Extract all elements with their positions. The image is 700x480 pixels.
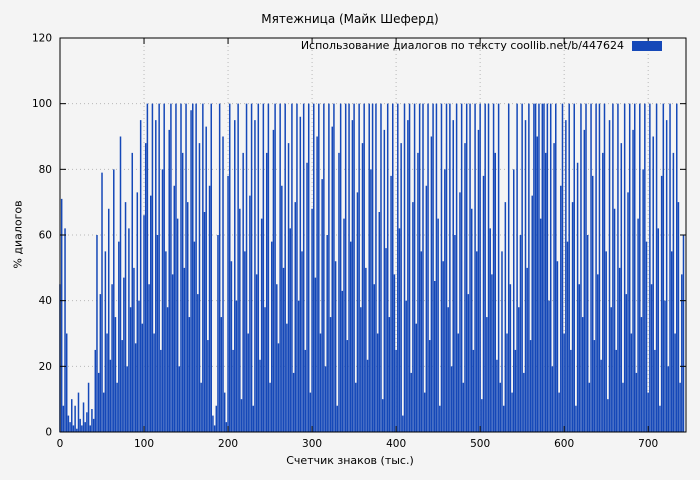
svg-text:400: 400 [386,438,406,450]
svg-text:200: 200 [218,438,238,450]
svg-text:100: 100 [134,438,154,450]
x-axis-label: Счетчик знаков (тыс.) [286,454,414,467]
svg-text:500: 500 [470,438,490,450]
svg-text:0: 0 [57,438,64,450]
svg-text:700: 700 [638,438,658,450]
svg-text:40: 40 [39,295,52,307]
svg-text:60: 60 [39,230,52,242]
legend: Использование диалогов по тексту coollib… [301,39,662,52]
svg-text:120: 120 [32,33,52,45]
legend-swatch [632,40,662,51]
svg-text:600: 600 [554,438,574,450]
chart-title: Мятежница (Майк Шеферд) [261,12,439,26]
svg-text:20: 20 [39,361,52,373]
y-axis-label: % диалогов [11,200,25,269]
legend-label: Использование диалогов по тексту coollib… [300,39,624,52]
svg-text:100: 100 [32,98,52,110]
svg-text:0: 0 [45,427,52,439]
svg-text:80: 80 [39,164,52,176]
svg-text:300: 300 [302,438,322,450]
